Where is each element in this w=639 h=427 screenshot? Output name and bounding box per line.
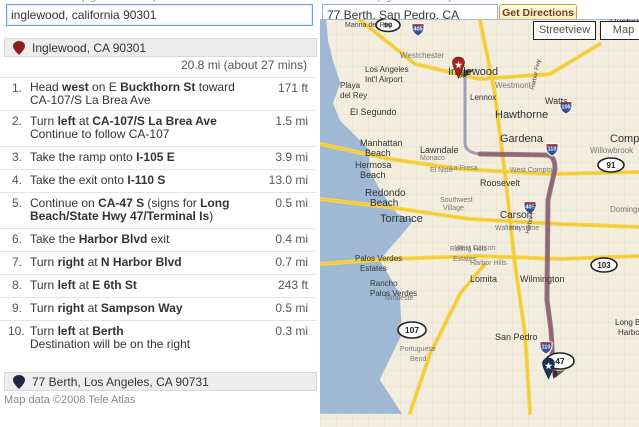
svg-text:107: 107 (405, 325, 419, 335)
svg-text:110: 110 (541, 345, 550, 351)
svg-text:Wilmington: Wilmington (520, 274, 565, 284)
svg-text:91: 91 (607, 161, 616, 170)
svg-text:Compton: Compton (610, 133, 639, 145)
svg-text:Estates: Estates (360, 264, 387, 273)
svg-text:Marina del Rey: Marina del Rey (345, 22, 393, 29)
svg-text:Lawndale: Lawndale (420, 145, 459, 155)
svg-text:Manhattan: Manhattan (360, 138, 403, 148)
svg-text:Torrance: Torrance (380, 213, 423, 225)
svg-text:Southwest: Southwest (440, 197, 473, 204)
svg-text:Willowbrook: Willowbrook (590, 146, 634, 155)
svg-text:Beach: Beach (365, 148, 391, 158)
svg-text:Westmont: Westmont (495, 81, 532, 90)
svg-text:Bend: Bend (410, 356, 426, 363)
svg-text:110: 110 (547, 147, 556, 153)
svg-text:Hermosa: Hermosa (355, 160, 392, 170)
svg-text:Playa: Playa (340, 81, 361, 90)
svg-text:del Rey: del Rey (340, 91, 367, 100)
svg-text:San Pedro: San Pedro (495, 332, 538, 342)
svg-text:Harbor: Harbor (618, 328, 639, 337)
svg-text:Harbor Hills: Harbor Hills (470, 260, 507, 267)
svg-text:Walteria: Walteria (495, 225, 521, 232)
svg-text:Palos Verdes: Palos Verdes (355, 254, 402, 263)
svg-text:Lomita: Lomita (470, 274, 497, 284)
svg-text:Miraleste: Miraleste (385, 295, 414, 302)
svg-text:Gardena: Gardena (500, 133, 544, 145)
svg-text:Long Beach: Long Beach (615, 318, 639, 327)
svg-text:Portuguese: Portuguese (400, 346, 436, 353)
svg-text:West Compton: West Compton (510, 167, 556, 174)
svg-text:Hawthorne: Hawthorne (495, 109, 548, 121)
svg-text:Village: Village (443, 205, 464, 212)
svg-text:Carson: Carson (500, 210, 532, 221)
svg-text:Rancho: Rancho (370, 279, 398, 288)
svg-text:Roosevelt: Roosevelt (480, 178, 521, 188)
svg-text:El Nido: El Nido (430, 167, 453, 174)
svg-text:Rolling Hills: Rolling Hills (450, 246, 487, 253)
svg-text:Int'l Airport: Int'l Airport (365, 75, 403, 84)
svg-text:103: 103 (597, 261, 611, 270)
svg-text:Westchester: Westchester (400, 51, 445, 60)
svg-text:Dominguez: Dominguez (610, 205, 639, 214)
svg-text:Monaco: Monaco (420, 155, 445, 162)
svg-text:Los Angeles: Los Angeles (365, 65, 409, 74)
svg-text:Beach: Beach (370, 198, 398, 209)
svg-text:El Segundo: El Segundo (350, 107, 397, 117)
svg-text:La Fresa: La Fresa (450, 165, 478, 172)
svg-text:Beach: Beach (360, 170, 386, 180)
svg-text:Watts: Watts (545, 96, 568, 106)
svg-text:Lennox: Lennox (470, 93, 496, 102)
svg-text:405: 405 (413, 27, 422, 33)
